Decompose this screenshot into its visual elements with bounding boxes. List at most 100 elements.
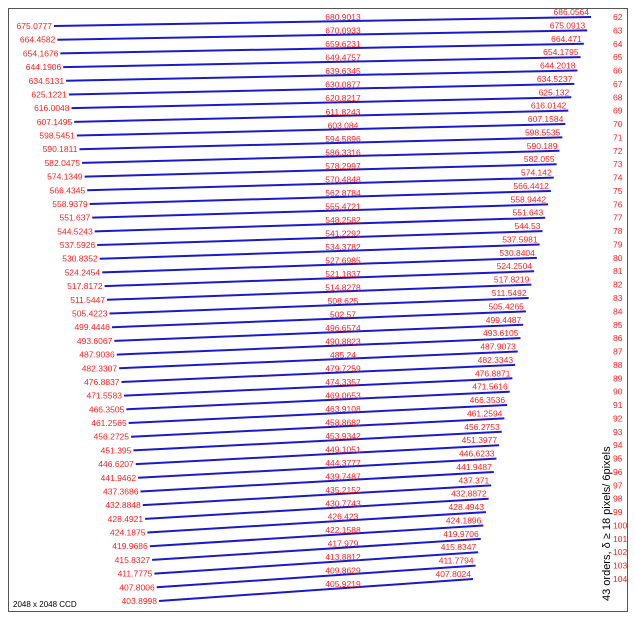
order-line — [102, 256, 537, 274]
order-left-label: 487.9036 — [79, 350, 115, 360]
order-left-label: 441.9462 — [101, 473, 137, 483]
order-number-label: 94 — [613, 440, 623, 450]
order-number-label: 62 — [613, 12, 623, 22]
order-right-label: 441.9487 — [456, 462, 492, 472]
order-left-label: 537.5926 — [60, 240, 96, 250]
order-right-label: 524.2504 — [497, 261, 533, 271]
order-number-label: 63 — [613, 25, 623, 35]
order-right-label: 499.4487 — [486, 315, 522, 325]
order-line — [53, 16, 592, 27]
order-left-label: 574.1349 — [47, 172, 83, 182]
order-line — [87, 176, 554, 192]
order-mid-label: 555.4721 — [325, 201, 361, 211]
order-number-label: 101 — [613, 534, 627, 544]
order-number-label: 68 — [613, 92, 623, 102]
order-mid-label: 413.8812 — [325, 552, 361, 562]
order-line — [145, 497, 489, 520]
order-mid-label: 594.5896 — [325, 134, 361, 144]
order-right-label: 607.1584 — [528, 114, 564, 124]
order-mid-label: 659.6231 — [325, 39, 361, 49]
order-number-label: 93 — [613, 427, 623, 437]
order-right-label: 686.0564 — [554, 9, 590, 17]
order-right-label: 616.0142 — [531, 101, 567, 111]
order-mid-label: 541.2292 — [325, 228, 361, 238]
order-line — [71, 96, 572, 110]
order-mid-label: 514.8278 — [325, 282, 361, 292]
order-line — [89, 189, 551, 205]
order-number-label: 91 — [613, 400, 623, 410]
order-line — [92, 203, 549, 219]
order-line — [140, 470, 494, 493]
order-right-label: 530.8404 — [499, 248, 535, 258]
order-left-label: 437.3686 — [103, 486, 139, 496]
order-mid-label: 469.0653 — [325, 390, 361, 400]
order-mid-label: 485.24 — [330, 350, 356, 360]
order-left-label: 530.8352 — [62, 254, 98, 264]
order-line — [147, 511, 487, 534]
order-right-label: 461.2594 — [467, 408, 503, 418]
order-right-label: 511.5492 — [492, 288, 527, 298]
order-mid-label: 449.1051 — [325, 444, 361, 454]
order-line — [142, 484, 492, 507]
order-line — [111, 310, 526, 329]
order-number-label: 104 — [613, 574, 627, 584]
order-right-label: 482.3343 — [478, 355, 514, 365]
order-line — [82, 149, 560, 164]
order-left-label: 558.9379 — [52, 199, 88, 209]
order-right-label: 598.5535 — [525, 127, 561, 137]
order-right-label: 437.371 — [458, 475, 489, 485]
order-mid-label: 620.8217 — [325, 93, 361, 103]
order-line — [126, 390, 510, 411]
diagram-frame: 675.0777 680.9013 686.0564 62 664.4582 670.09… — [8, 8, 628, 612]
order-right-label: 446.6233 — [459, 449, 495, 459]
order-number-label: 69 — [613, 106, 623, 116]
order-line — [123, 377, 513, 397]
order-left-label: 517.8172 — [67, 281, 103, 291]
order-line — [84, 163, 557, 178]
order-line — [130, 417, 505, 438]
order-line — [149, 524, 484, 548]
order-right-label: 487.9073 — [480, 342, 516, 352]
order-mid-label: 453.9342 — [325, 431, 361, 441]
order-right-label: 456.2753 — [464, 422, 500, 432]
order-right-label: 471.5616 — [472, 382, 508, 392]
order-right-label: 558.9442 — [511, 194, 547, 204]
order-left-label: 424.1875 — [110, 528, 146, 538]
order-left-label: 664.4582 — [20, 35, 56, 45]
order-mid-label: 527.6985 — [325, 255, 361, 265]
order-line — [74, 109, 569, 123]
order-right-label: 634.5237 — [537, 74, 573, 84]
order-left-label: 415.8327 — [115, 555, 151, 565]
order-left-label: 461.2565 — [91, 418, 127, 428]
order-mid-label: 611.8243 — [326, 107, 361, 117]
order-number-label: 76 — [613, 199, 623, 209]
order-left-label: 511.5447 — [70, 295, 105, 305]
order-number-label: 67 — [613, 79, 623, 89]
order-number-label: 83 — [613, 293, 623, 303]
order-right-label: 466.3536 — [470, 395, 506, 405]
footer-note: 2048 x 2048 CCD — [13, 600, 77, 609]
order-mid-label: 630.0877 — [325, 80, 361, 90]
order-left-label: 476.8837 — [84, 377, 120, 387]
order-right-label: 551.643 — [513, 208, 544, 218]
order-mid-label: 649.4757 — [325, 53, 361, 63]
order-number-label: 98 — [613, 494, 623, 504]
order-left-label: 466.3505 — [89, 404, 125, 414]
order-line — [94, 216, 546, 233]
order-line — [133, 430, 502, 452]
order-line — [114, 323, 524, 342]
order-line — [109, 297, 529, 315]
order-right-label: 566.4412 — [513, 181, 549, 191]
order-right-label: 428.4943 — [449, 502, 485, 512]
order-left-label: 407.8006 — [119, 582, 155, 592]
order-line — [135, 444, 500, 466]
order-left-label: 524.2454 — [65, 267, 101, 277]
order-line — [154, 551, 479, 575]
order-line — [107, 283, 532, 301]
order-left-label: 451.395 — [101, 445, 132, 455]
order-left-label: 625.1221 — [31, 89, 67, 99]
order-number-label: 78 — [613, 226, 623, 236]
order-left-label: 551.637 — [59, 213, 90, 223]
order-number-label: 80 — [613, 253, 623, 263]
order-right-label: 419.9706 — [443, 529, 479, 539]
